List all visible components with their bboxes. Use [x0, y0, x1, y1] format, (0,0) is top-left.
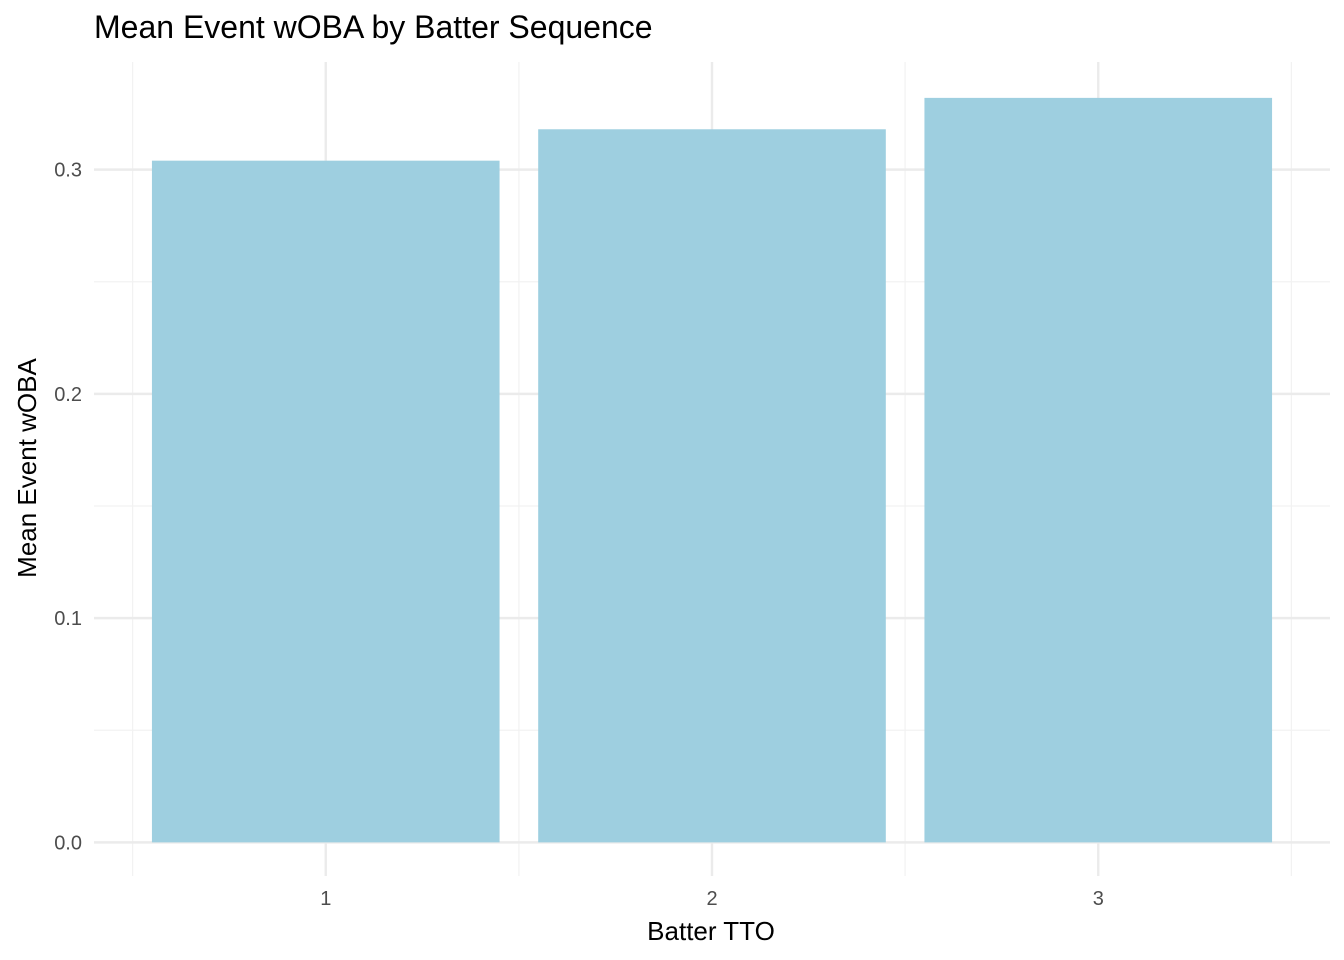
chart-title: Mean Event wOBA by Batter Sequence [94, 9, 653, 45]
x-tick-labels: 1 2 3 [320, 888, 1104, 910]
y-tick-labels: 0.0 0.1 0.2 0.3 [54, 160, 82, 855]
y-tick-label: 0.3 [54, 160, 82, 182]
y-tick-label: 0.2 [54, 384, 82, 406]
x-axis-label: Batter TTO [647, 916, 775, 946]
bar-1 [151, 160, 500, 843]
x-tick-label: 1 [320, 888, 331, 910]
y-tick-label: 0.1 [54, 608, 82, 630]
x-tick-label: 2 [706, 888, 717, 910]
y-axis-label: Mean Event wOBA [12, 358, 42, 578]
bars [151, 97, 1273, 843]
bar-2 [538, 129, 886, 843]
bar-3 [924, 97, 1273, 843]
x-tick-label: 3 [1093, 888, 1104, 910]
y-tick-label: 0.0 [54, 832, 82, 854]
